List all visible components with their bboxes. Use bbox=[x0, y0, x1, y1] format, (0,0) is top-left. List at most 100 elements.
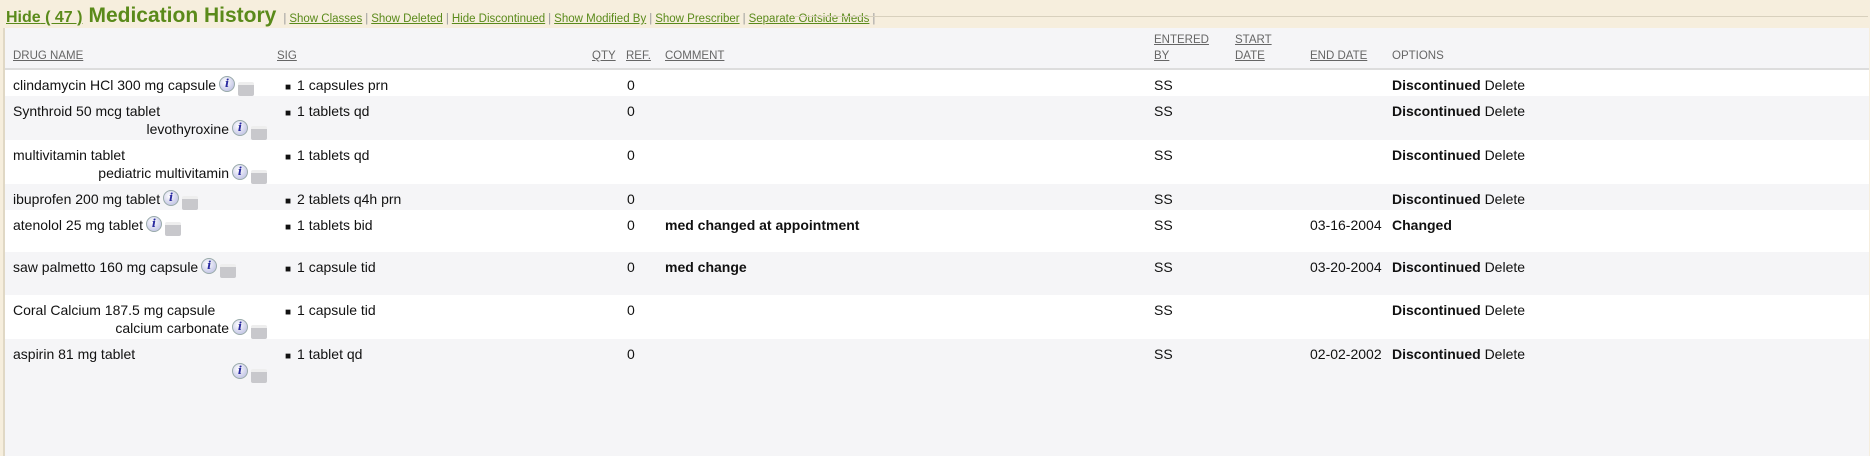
generic-name: calcium carbonate bbox=[115, 320, 229, 336]
bullet: ■ bbox=[285, 264, 292, 275]
col-end-date[interactable]: END DATE bbox=[1310, 50, 1368, 62]
bullet: ■ bbox=[285, 307, 292, 318]
bullet: ■ bbox=[285, 222, 292, 233]
drug-name-cell: ibuprofen 200 mg tablet i bbox=[13, 190, 199, 211]
refills: 0 bbox=[627, 259, 635, 275]
status-label: Discontinued bbox=[1392, 191, 1481, 207]
drug-name: atenolol 25 mg tablet bbox=[13, 217, 143, 233]
status-label: Discontinued bbox=[1392, 302, 1481, 318]
comment: med changed at appointment bbox=[665, 217, 860, 233]
col-sig[interactable]: SIG bbox=[277, 50, 297, 62]
link-show-deleted[interactable]: Show Deleted bbox=[371, 13, 443, 25]
table-header: DRUG NAME SIG QTY REF. COMMENT ENTERED BY… bbox=[5, 28, 1869, 70]
bullet: ■ bbox=[285, 152, 292, 163]
col-start-date[interactable]: START DATE bbox=[1235, 34, 1272, 62]
status-label: Discontinued bbox=[1392, 346, 1481, 362]
col-options: OPTIONS bbox=[1392, 50, 1444, 62]
status-label: Discontinued bbox=[1392, 77, 1481, 93]
drug-name-cell: atenolol 25 mg tablet i bbox=[13, 216, 181, 237]
drug-name: aspirin 81 mg tablet bbox=[13, 346, 136, 362]
refills: 0 bbox=[627, 103, 635, 119]
options-cell: Discontinued Delete bbox=[1392, 301, 1525, 319]
options-cell: Discontinued Delete bbox=[1392, 190, 1525, 208]
printer-icon[interactable] bbox=[251, 126, 267, 141]
drug-name: Synthroid 50 mcg tablet bbox=[13, 103, 161, 119]
drug-name: Coral Calcium 187.5 mg capsule bbox=[13, 302, 216, 318]
status-label: Discontinued bbox=[1392, 147, 1481, 163]
generic-name-cell: calcium carbonate i bbox=[115, 319, 267, 340]
info-icon[interactable]: i bbox=[232, 319, 248, 335]
link-show-classes[interactable]: Show Classes bbox=[289, 13, 363, 25]
options-cell: Discontinued Delete bbox=[1392, 102, 1525, 120]
sig: 1 tablets bid bbox=[297, 217, 373, 233]
info-icon[interactable]: i bbox=[219, 76, 236, 92]
generic-name-cell: pediatric multivitamin i bbox=[98, 164, 267, 185]
printer-icon[interactable] bbox=[164, 222, 181, 237]
sig-cell: ■ 1 tablets bid bbox=[285, 216, 373, 237]
delete-link[interactable]: Delete bbox=[1484, 302, 1526, 318]
divider bbox=[795, 16, 1868, 17]
link-hide-discontinued[interactable]: Hide Discontinued bbox=[451, 13, 546, 25]
info-icon[interactable]: i bbox=[163, 190, 180, 206]
table-row: Synthroid 50 mcg tablet levothyroxine i ■… bbox=[5, 96, 1869, 141]
table-row: Coral Calcium 187.5 mg capsule calcium c… bbox=[5, 295, 1869, 340]
entered-by: SS bbox=[1154, 77, 1173, 93]
table-row: aspirin 81 mg tablet i ■ 1 tablet qd 0 SS… bbox=[5, 339, 1869, 384]
delete-link[interactable]: Delete bbox=[1484, 147, 1526, 163]
options-cell: Discontinued Delete bbox=[1392, 76, 1525, 94]
table-row: clindamycin HCl 300 mg capsule i ■ 1 capsu… bbox=[5, 70, 1869, 97]
sig: 1 tablets qd bbox=[297, 103, 370, 119]
refills: 0 bbox=[627, 302, 635, 318]
col-ref[interactable]: REF. bbox=[626, 50, 651, 62]
delete-link[interactable]: Delete bbox=[1484, 259, 1526, 275]
status-label: Discontinued bbox=[1392, 259, 1481, 275]
delete-link[interactable]: Delete bbox=[1484, 77, 1526, 93]
link-separate-outside-meds[interactable]: Separate Outside Meds bbox=[748, 13, 870, 25]
sig: 1 tablets qd bbox=[297, 147, 370, 163]
col-comment[interactable]: COMMENT bbox=[665, 50, 725, 62]
options-cell: Changed bbox=[1392, 216, 1452, 234]
info-icon[interactable]: i bbox=[232, 363, 248, 379]
drug-name-cell: saw palmetto 160 mg capsule i bbox=[13, 258, 237, 279]
status-label: Changed bbox=[1392, 217, 1452, 233]
medication-table: DRUG NAME SIG QTY REF. COMMENT ENTERED BY… bbox=[3, 28, 1869, 456]
link-show-prescriber[interactable]: Show Prescriber bbox=[655, 13, 740, 25]
delete-link[interactable]: Delete bbox=[1484, 103, 1526, 119]
delete-link[interactable]: Delete bbox=[1484, 346, 1526, 362]
printer-icon[interactable] bbox=[251, 325, 267, 340]
view-links: | Show Classes | Show Deleted | Hide Disconti… bbox=[283, 13, 876, 25]
entered-by: SS bbox=[1154, 147, 1173, 163]
table-row: multivitamin tablet pediatric multivitam… bbox=[5, 140, 1869, 185]
end-date: 02-02-2002 bbox=[1310, 346, 1382, 362]
drug-name-cell: clindamycin HCl 300 mg capsule i bbox=[13, 76, 255, 97]
refills: 0 bbox=[627, 147, 635, 163]
bullet: ■ bbox=[285, 351, 292, 362]
col-qty[interactable]: QTY bbox=[592, 50, 616, 62]
printer-icon[interactable] bbox=[251, 170, 267, 185]
refills: 0 bbox=[627, 346, 635, 362]
printer-icon[interactable] bbox=[220, 264, 237, 279]
end-date: 03-20-2004 bbox=[1310, 259, 1382, 275]
table-row: ibuprofen 200 mg tablet i ■ 2 tablets q4h … bbox=[5, 184, 1869, 211]
hide-link[interactable]: Hide ( 47 ) bbox=[6, 9, 83, 26]
printer-icon[interactable] bbox=[251, 369, 267, 384]
sig-cell: ■ 1 capsule tid bbox=[285, 301, 376, 322]
info-icon[interactable]: i bbox=[232, 164, 248, 180]
info-icon[interactable]: i bbox=[232, 120, 248, 136]
options-cell: Discontinued Delete bbox=[1392, 146, 1525, 164]
entered-by: SS bbox=[1154, 259, 1173, 275]
drug-name: saw palmetto 160 mg capsule bbox=[13, 259, 199, 275]
end-date: 03-16-2004 bbox=[1310, 217, 1382, 233]
col-drug-name[interactable]: DRUG NAME bbox=[13, 50, 84, 62]
printer-icon[interactable] bbox=[182, 196, 199, 211]
delete-link[interactable]: Delete bbox=[1484, 191, 1526, 207]
printer-icon[interactable] bbox=[238, 82, 255, 97]
col-entered-by[interactable]: ENTERED BY bbox=[1154, 34, 1209, 62]
info-icon[interactable]: i bbox=[201, 258, 218, 274]
bullet: ■ bbox=[285, 196, 292, 207]
sig-cell: ■ 1 capsules prn bbox=[285, 76, 388, 97]
info-icon[interactable]: i bbox=[145, 216, 162, 232]
drug-icons: i bbox=[229, 363, 267, 384]
link-show-modified-by[interactable]: Show Modified By bbox=[554, 13, 647, 25]
sig: 1 tablet qd bbox=[297, 346, 363, 362]
